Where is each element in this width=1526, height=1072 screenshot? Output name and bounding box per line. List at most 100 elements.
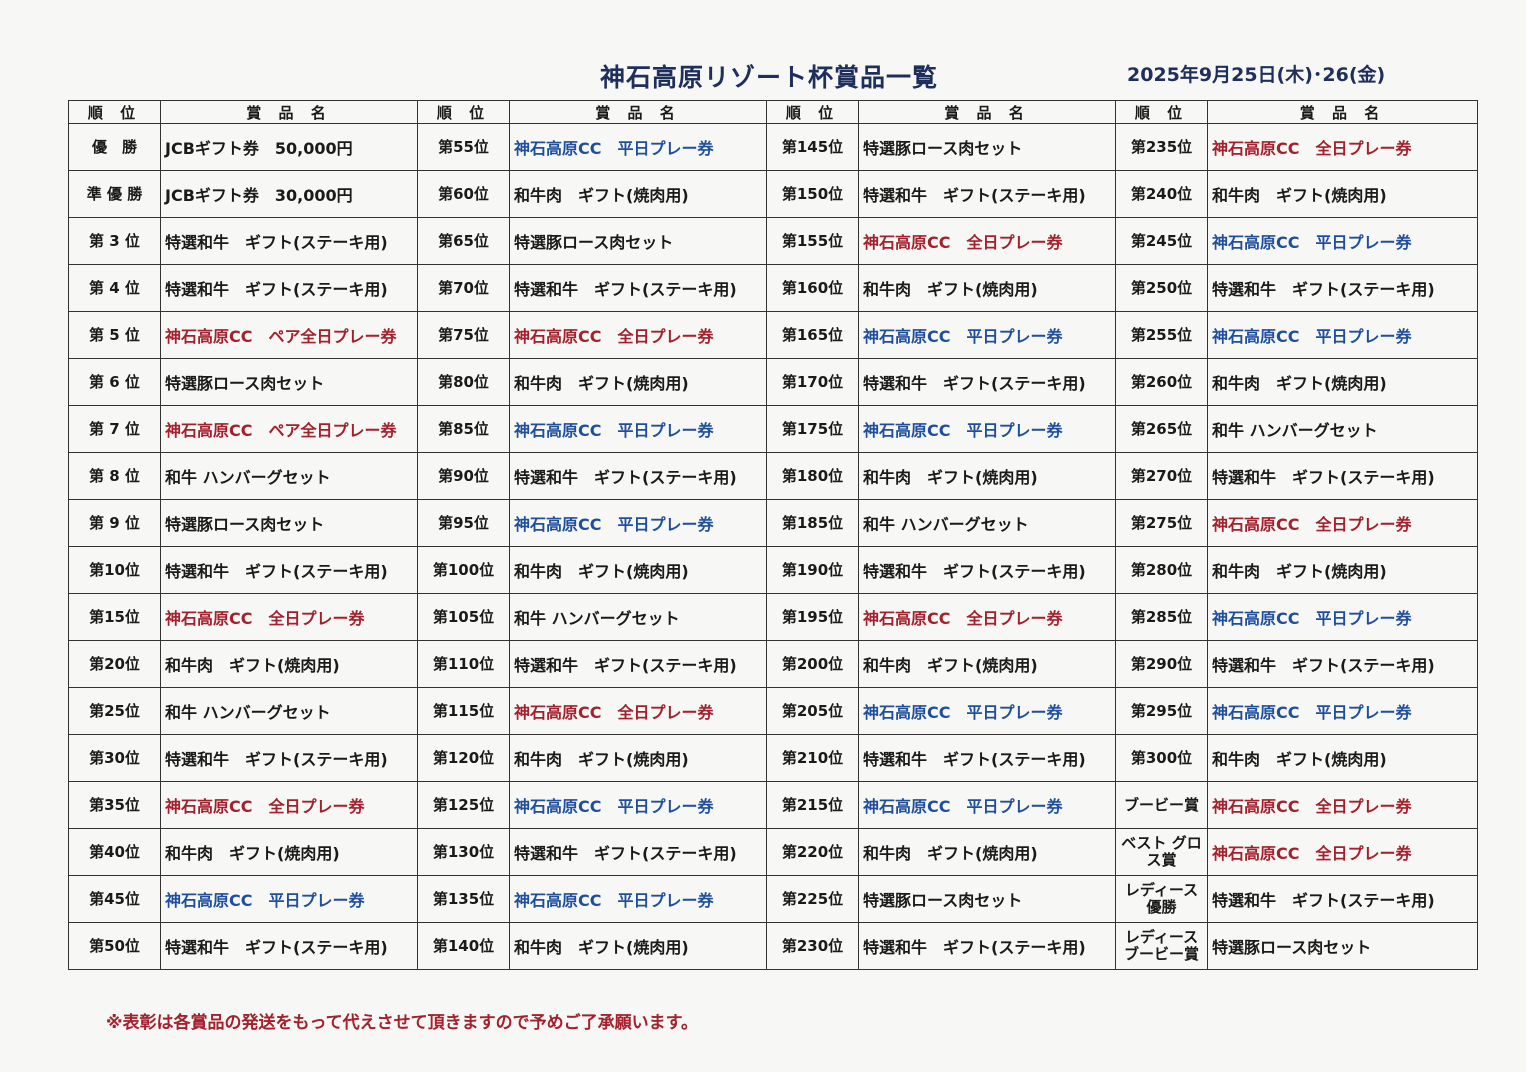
prize-cell: 和牛肉 ギフト(焼肉用): [509, 546, 767, 594]
prize-cell: 神石高原CC 全日プレー券: [858, 593, 1116, 641]
prize-cell: 神石高原CC 全日プレー券: [1207, 781, 1478, 829]
header-row: 順 位賞 品 名順 位賞 品 名順 位賞 品 名順 位賞 品 名: [68, 100, 1478, 124]
table-row: 優 勝 JCBギフト券 50,000円 第55位 神石高原CC 平日プレー券 第145位…: [68, 123, 1478, 171]
table-row: 第 5 位神石高原CC ペア全日プレー券 第75位 神石高原CC 全日プレー券 第16…: [68, 311, 1478, 359]
rank-cell: 第180位: [766, 452, 859, 500]
rank-cell: 第275位: [1115, 499, 1208, 547]
rank-cell: 第45位: [68, 875, 161, 923]
rank-cell: 第115位: [417, 687, 510, 735]
rank-cell: 第285位: [1115, 593, 1208, 641]
rank-cell: 第260位: [1115, 358, 1208, 406]
prize-cell: 和牛 ハンバーグセット: [160, 687, 418, 735]
rank-cell: 第50位: [68, 922, 161, 970]
prize-cell: 特選和牛 ギフト(ステーキ用): [160, 922, 418, 970]
prize-cell: 特選和牛 ギフト(ステーキ用): [160, 264, 418, 312]
rank-cell: 第95位: [417, 499, 510, 547]
table-row: 第30位 特選和牛 ギフト(ステーキ用) 第120位 和牛肉 ギフト(焼肉用) 第210…: [68, 734, 1478, 782]
prize-table: 順 位賞 品 名順 位賞 品 名順 位賞 品 名順 位賞 品 名 優 勝 JCBギ…: [68, 100, 1478, 970]
prize-cell: 和牛肉 ギフト(焼肉用): [1207, 546, 1478, 594]
rank-header: 順 位: [1115, 100, 1208, 124]
prize-cell: 特選和牛 ギフト(ステーキ用): [858, 546, 1116, 594]
rank-cell: 第155位: [766, 217, 859, 265]
prize-cell: 和牛 ハンバーグセット: [509, 593, 767, 641]
rank-cell: 第265位: [1115, 405, 1208, 453]
rank-cell: 第300位: [1115, 734, 1208, 782]
rank-cell: 第70位: [417, 264, 510, 312]
prize-cell: 神石高原CC 平日プレー券: [858, 405, 1116, 453]
rank-cell: 第240位: [1115, 170, 1208, 218]
prize-cell: 神石高原CC 平日プレー券: [858, 781, 1116, 829]
rank-cell: 第140位: [417, 922, 510, 970]
table-row: 第 7 位神石高原CC ペア全日プレー券 第85位 神石高原CC 平日プレー券 第17…: [68, 405, 1478, 453]
rank-cell: 第270位: [1115, 452, 1208, 500]
rank-cell: 第195位: [766, 593, 859, 641]
table-row: 第45位 神石高原CC 平日プレー券 第135位 神石高原CC 平日プレー券 第225位…: [68, 875, 1478, 923]
footnote: ※表彰は各賞品の発送をもって代えさせて頂きますので予めご了承願います。: [106, 1013, 698, 1033]
rank-cell: 第295位: [1115, 687, 1208, 735]
prize-cell: 神石高原CC 平日プレー券: [509, 405, 767, 453]
rank-cell: 第35位: [68, 781, 161, 829]
table-row: 第50位 特選和牛 ギフト(ステーキ用) 第140位 和牛肉 ギフト(焼肉用) 第230…: [68, 922, 1478, 970]
prize-cell: 和牛肉 ギフト(焼肉用): [858, 640, 1116, 688]
prize-cell: 特選和牛 ギフト(ステーキ用): [858, 922, 1116, 970]
prize-cell: 神石高原CC 平日プレー券: [160, 875, 418, 923]
rank-cell: 第25位: [68, 687, 161, 735]
rank-cell: 第160位: [766, 264, 859, 312]
prize-cell: 神石高原CC 全日プレー券: [160, 593, 418, 641]
table-row: 第40位 和牛肉 ギフト(焼肉用) 第130位 特選和牛 ギフト(ステーキ用) 第220…: [68, 828, 1478, 876]
table-row: 第 4 位特選和牛 ギフト(ステーキ用) 第70位 特選和牛 ギフト(ステーキ用) 第…: [68, 264, 1478, 312]
prize-cell: 神石高原CC 平日プレー券: [509, 123, 767, 171]
rank-cell: 第225位: [766, 875, 859, 923]
rank-cell: 第85位: [417, 405, 510, 453]
rank-cell: 第110位: [417, 640, 510, 688]
prize-cell: 特選豚ロース肉セット: [160, 358, 418, 406]
prize-cell: 和牛 ハンバーグセット: [160, 452, 418, 500]
prize-cell: 特選和牛 ギフト(ステーキ用): [1207, 640, 1478, 688]
rank-cell: 第 4 位: [68, 264, 161, 312]
prize-cell: 和牛 ハンバーグセット: [1207, 405, 1478, 453]
rank-cell: 第145位: [766, 123, 859, 171]
prize-cell: 特選和牛 ギフト(ステーキ用): [1207, 875, 1478, 923]
rank-cell: 第235位: [1115, 123, 1208, 171]
rank-cell: 第65位: [417, 217, 510, 265]
prize-cell: 神石高原CC 全日プレー券: [160, 781, 418, 829]
prize-cell: 神石高原CC 平日プレー券: [1207, 311, 1478, 359]
rank-cell: ベスト グロス賞: [1115, 828, 1208, 876]
rank-cell: 第90位: [417, 452, 510, 500]
rank-cell: 第 3 位: [68, 217, 161, 265]
rank-cell: 第 7 位: [68, 405, 161, 453]
rank-cell: 第170位: [766, 358, 859, 406]
prize-header: 賞 品 名: [160, 100, 418, 124]
rank-cell: 第210位: [766, 734, 859, 782]
rank-cell: 第245位: [1115, 217, 1208, 265]
prize-cell: JCBギフト券 30,000円: [160, 170, 418, 218]
prize-cell: 特選和牛 ギフト(ステーキ用): [509, 452, 767, 500]
prize-cell: 和牛肉 ギフト(焼肉用): [1207, 170, 1478, 218]
rank-header: 順 位: [68, 100, 161, 124]
rank-cell: 第205位: [766, 687, 859, 735]
rank-cell: 第10位: [68, 546, 161, 594]
rank-cell: 第40位: [68, 828, 161, 876]
rank-cell: 第55位: [417, 123, 510, 171]
prize-cell: 特選和牛 ギフト(ステーキ用): [160, 734, 418, 782]
rank-cell: 第165位: [766, 311, 859, 359]
rank-cell: 第20位: [68, 640, 161, 688]
prize-cell: 特選豚ロース肉セット: [858, 875, 1116, 923]
prize-cell: 和牛肉 ギフト(焼肉用): [1207, 734, 1478, 782]
rank-cell: レディース ブービー賞: [1115, 922, 1208, 970]
rank-cell: 第120位: [417, 734, 510, 782]
prize-cell: 神石高原CC 全日プレー券: [1207, 123, 1478, 171]
prize-cell: 特選豚ロース肉セット: [509, 217, 767, 265]
prize-cell: 特選和牛 ギフト(ステーキ用): [1207, 452, 1478, 500]
table-row: 準 優 勝 JCBギフト券 30,000円 第60位 和牛肉 ギフト(焼肉用) 第150…: [68, 170, 1478, 218]
prize-cell: 神石高原CC 平日プレー券: [858, 687, 1116, 735]
prize-cell: 神石高原CC ペア全日プレー券: [160, 405, 418, 453]
prize-cell: 神石高原CC 平日プレー券: [1207, 687, 1478, 735]
rank-cell: 第220位: [766, 828, 859, 876]
prize-cell: 特選和牛 ギフト(ステーキ用): [858, 734, 1116, 782]
prize-cell: 和牛肉 ギフト(焼肉用): [858, 264, 1116, 312]
rank-cell: 第150位: [766, 170, 859, 218]
prize-cell: 特選和牛 ギフト(ステーキ用): [160, 546, 418, 594]
prize-cell: 神石高原CC 全日プレー券: [509, 687, 767, 735]
rank-header: 順 位: [766, 100, 859, 124]
